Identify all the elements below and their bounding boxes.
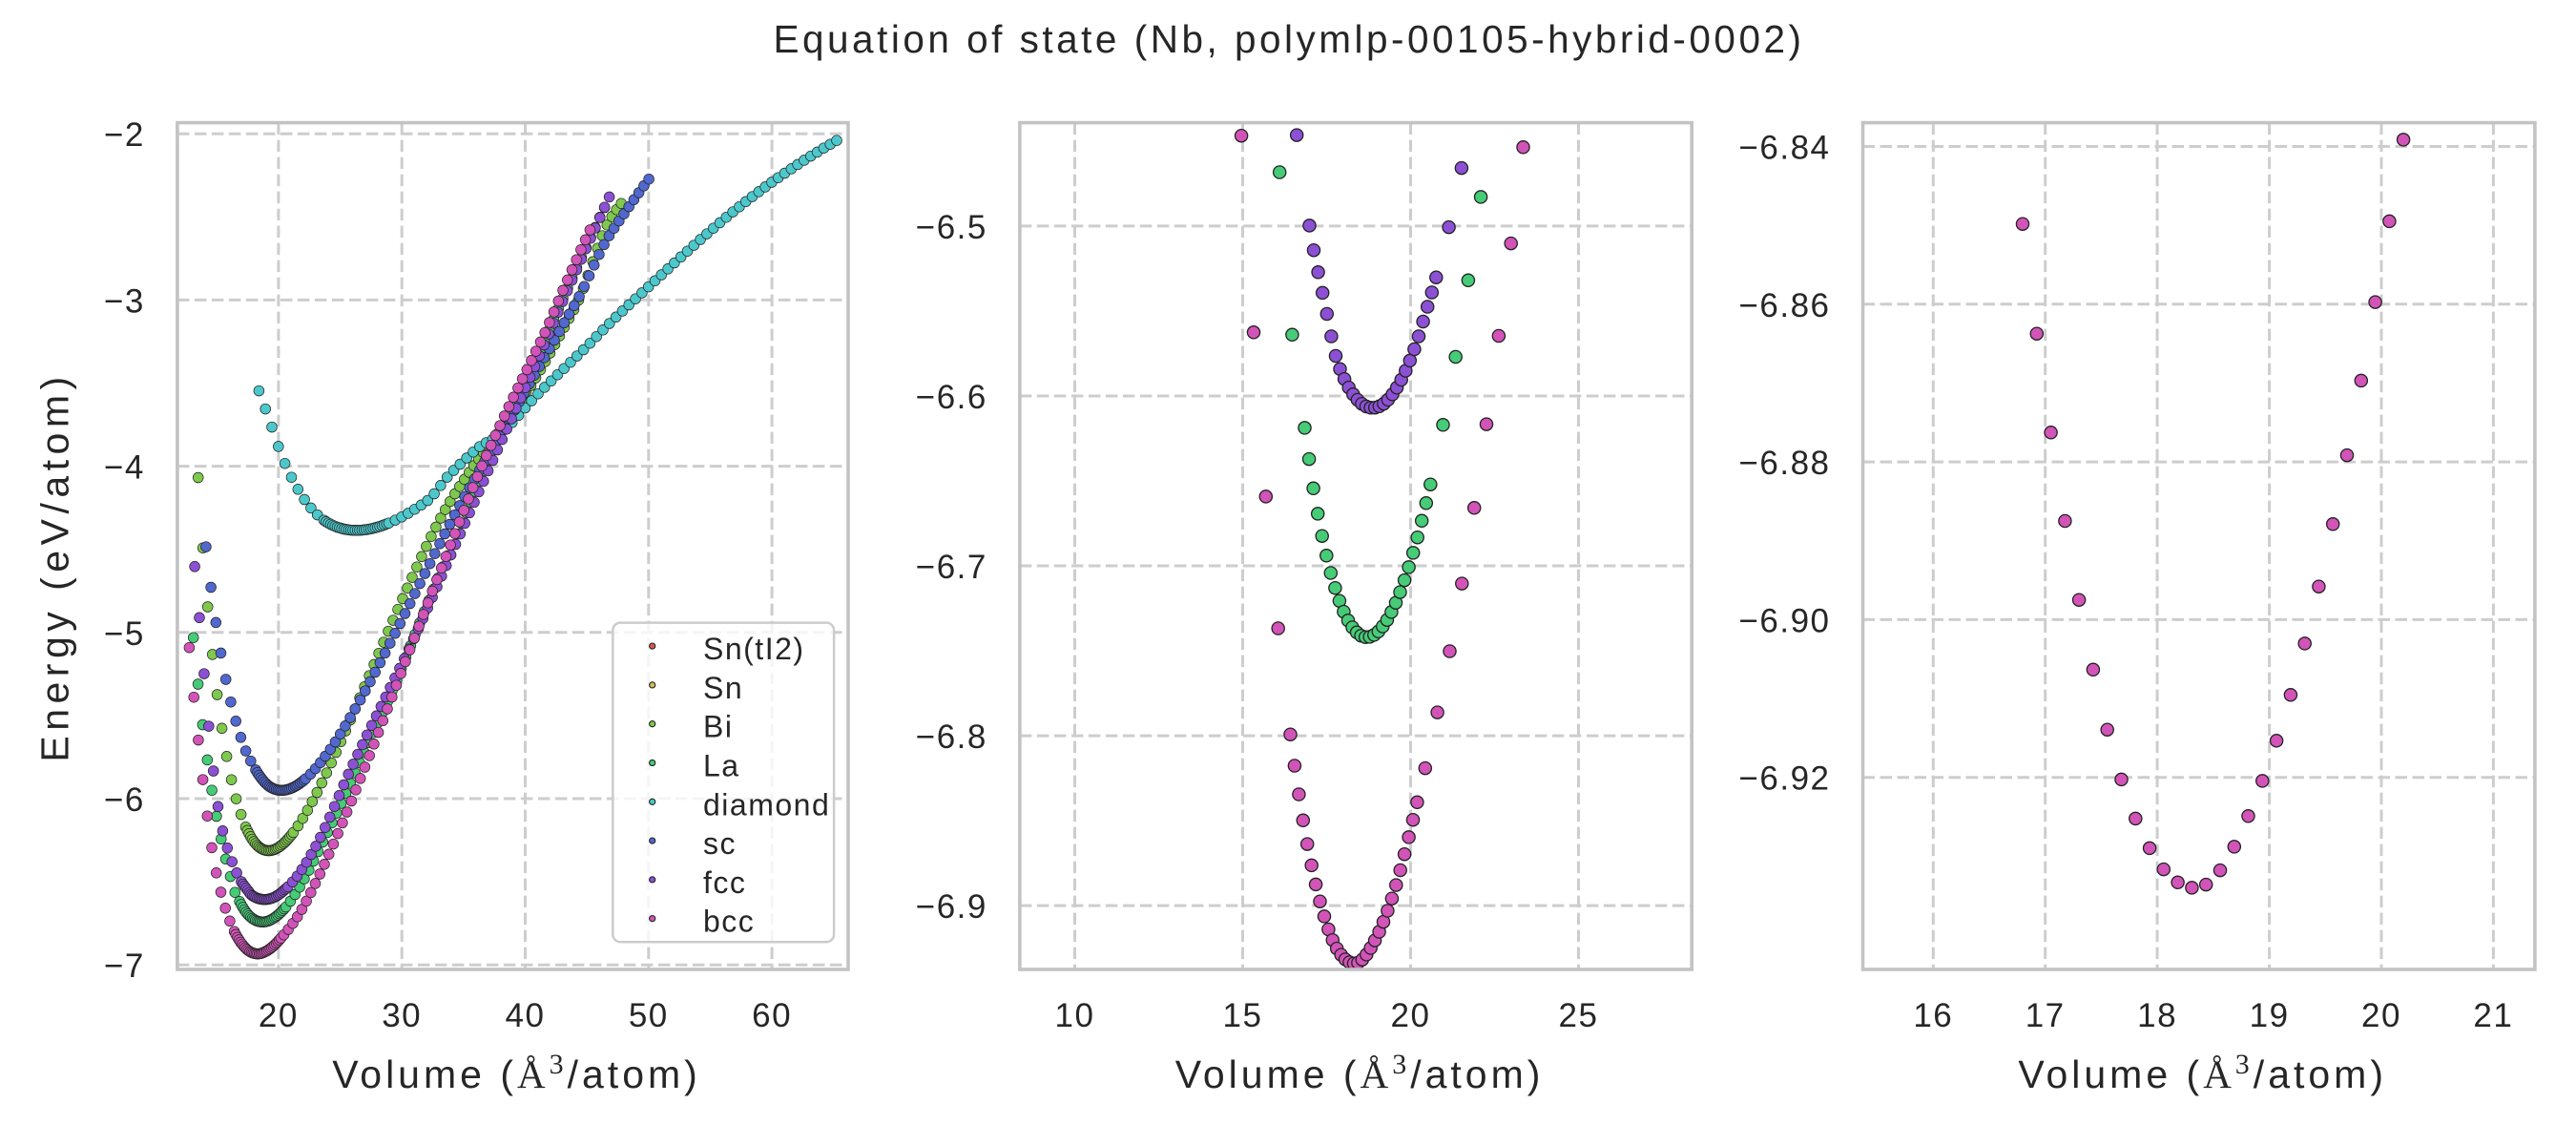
svg-text:−6: −6 [104, 781, 145, 819]
svg-text:19: 19 [2250, 997, 2290, 1034]
svg-text:−3: −3 [104, 282, 145, 320]
svg-text:−6.5: −6.5 [916, 209, 987, 246]
svg-text:fcc: fcc [703, 865, 746, 900]
svg-text:Sn(tI2): Sn(tI2) [703, 632, 805, 666]
svg-text:20: 20 [259, 997, 299, 1034]
svg-text:20: 20 [2361, 997, 2401, 1034]
svg-text:18: 18 [2137, 997, 2177, 1034]
svg-text:Sn: Sn [703, 671, 743, 705]
svg-text:bcc: bcc [703, 905, 755, 939]
svg-text:16: 16 [1913, 997, 1953, 1034]
svg-text:diamond: diamond [703, 787, 830, 822]
svg-text:−6.9: −6.9 [916, 888, 987, 926]
svg-text:17: 17 [2025, 997, 2066, 1034]
svg-text:−6.84: −6.84 [1738, 130, 1830, 167]
svg-text:−4: −4 [104, 449, 145, 487]
svg-text:−6.86: −6.86 [1738, 287, 1830, 324]
svg-text:La: La [703, 749, 740, 783]
svg-text:−6.6: −6.6 [916, 379, 987, 416]
svg-text:10: 10 [1055, 997, 1095, 1034]
svg-text:Energy (eV/atom): Energy (eV/atom) [33, 371, 77, 761]
svg-text:Volume (Å3/atom): Volume (Å3/atom) [1175, 1049, 1545, 1096]
svg-text:Bi: Bi [703, 710, 733, 744]
svg-text:−6.7: −6.7 [916, 549, 987, 586]
svg-text:−7: −7 [104, 947, 145, 985]
svg-text:Volume (Å3/atom): Volume (Å3/atom) [2018, 1049, 2387, 1096]
svg-text:−6.8: −6.8 [916, 718, 987, 756]
svg-text:15: 15 [1223, 997, 1263, 1034]
svg-text:21: 21 [2473, 997, 2513, 1034]
svg-text:−6.88: −6.88 [1738, 445, 1830, 482]
svg-text:20: 20 [1391, 997, 1431, 1034]
svg-text:−5: −5 [104, 615, 145, 653]
svg-text:sc: sc [703, 826, 737, 861]
svg-text:−2: −2 [104, 116, 145, 154]
svg-text:30: 30 [382, 997, 422, 1034]
svg-text:−6.90: −6.90 [1738, 602, 1830, 639]
svg-text:−6.92: −6.92 [1738, 760, 1830, 798]
svg-text:60: 60 [752, 997, 792, 1034]
svg-text:50: 50 [629, 997, 669, 1034]
svg-text:Equation of state (Nb, polymlp: Equation of state (Nb, polymlp-00105-hyb… [773, 17, 1804, 61]
svg-text:Volume (Å3/atom): Volume (Å3/atom) [332, 1049, 701, 1096]
svg-text:25: 25 [1559, 997, 1599, 1034]
svg-text:40: 40 [506, 997, 546, 1034]
